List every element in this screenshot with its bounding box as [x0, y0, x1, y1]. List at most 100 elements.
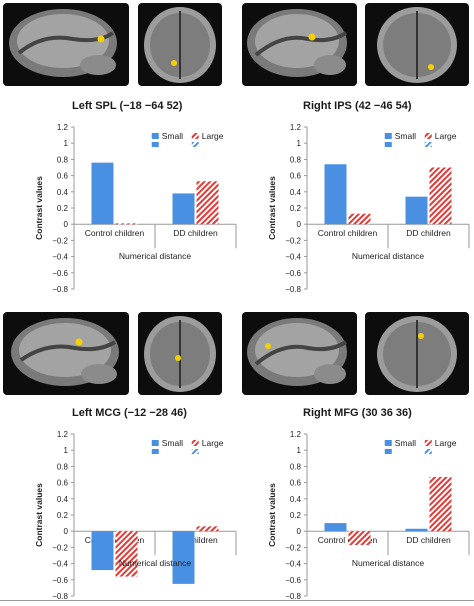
bar-small	[405, 196, 428, 225]
x-category-label: DD children	[406, 535, 451, 545]
y-tick-label: −0.4	[52, 560, 68, 569]
y-tick-label: −0.6	[285, 576, 301, 585]
y-tick-label: 0.4	[57, 495, 69, 504]
bar-small	[91, 162, 114, 225]
bar-large	[348, 213, 371, 225]
bar-small	[324, 164, 347, 225]
y-tick-label: −0.6	[285, 269, 301, 278]
y-tick-label: −0.6	[52, 269, 68, 278]
legend-swatch-small-2	[151, 142, 159, 147]
legend-swatch-large	[424, 440, 432, 446]
x-category-label: DD children	[406, 228, 451, 238]
legend-swatch-small-2	[384, 449, 392, 454]
bar-small	[91, 531, 114, 571]
legend-swatch-large-2	[191, 142, 199, 147]
y-tick-label: 0.2	[57, 511, 69, 520]
brain-sagittal-right-ips	[242, 3, 357, 86]
y-tick-label: 0.8	[57, 462, 69, 471]
legend-label-large: Large	[202, 131, 224, 141]
bar-large	[348, 531, 371, 545]
y-tick-label: 0.8	[57, 155, 69, 164]
legend-swatch-small	[384, 440, 392, 446]
y-tick-label: 0.6	[57, 172, 69, 181]
y-tick-label: 1	[297, 446, 302, 455]
x-axis-label: Numerical distance	[352, 251, 425, 261]
y-tick-label: 0	[64, 220, 69, 229]
y-tick-label: −0.8	[285, 592, 301, 601]
brain-axial-right-mfg	[365, 312, 469, 395]
y-tick-label: −0.4	[285, 253, 301, 262]
y-axis-label: Contrast values	[267, 483, 277, 547]
y-tick-label: 1	[64, 446, 69, 455]
panel-title-right-ips: Right IPS (42 −46 54)	[303, 100, 412, 112]
x-category-label: DD children	[173, 535, 218, 545]
y-tick-label: −0.2	[52, 236, 68, 245]
brain-axial-left-spl	[138, 3, 222, 86]
legend-swatch-large	[424, 133, 432, 139]
x-category-label: Control children	[85, 228, 145, 238]
bar-large	[196, 526, 219, 532]
brain-axial-right-ips	[365, 3, 469, 86]
y-tick-label: 1.2	[57, 430, 69, 439]
legend-label-large: Large	[202, 438, 224, 448]
bar-small	[172, 193, 195, 225]
y-tick-label: 0.6	[290, 172, 302, 181]
legend-label-small: Small	[395, 438, 416, 448]
panel-title-left-spl: Left SPL (−18 −64 52)	[72, 100, 183, 112]
y-tick-label: −0.4	[285, 560, 301, 569]
brain-sagittal-left-mcg	[3, 312, 129, 395]
legend-swatch-large	[191, 440, 199, 446]
y-tick-label: 1.2	[290, 430, 302, 439]
legend-swatch-large	[191, 133, 199, 139]
y-tick-label: 0.4	[290, 495, 302, 504]
y-tick-label: 1.2	[290, 123, 302, 132]
x-axis-label: Numerical distance	[352, 558, 425, 568]
y-tick-label: 0.6	[290, 479, 302, 488]
legend-swatch-large-2	[424, 449, 432, 454]
legend-swatch-small-2	[151, 449, 159, 454]
legend-swatch-small	[151, 133, 159, 139]
y-tick-label: 0.8	[290, 462, 302, 471]
y-axis-label: Contrast values	[267, 176, 277, 240]
y-tick-label: 0.2	[57, 204, 69, 213]
legend-swatch-large-2	[424, 142, 432, 147]
brain-sagittal-left-spl	[3, 3, 129, 86]
figure-bottom-rule	[0, 600, 474, 601]
y-tick-label: −0.8	[52, 592, 68, 601]
brain-axial-left-mcg	[138, 312, 222, 395]
y-tick-label: −0.4	[52, 253, 68, 262]
y-tick-label: 0.2	[290, 204, 302, 213]
legend-label-large: Large	[435, 131, 457, 141]
y-tick-label: 0	[297, 220, 302, 229]
x-category-label: DD children	[173, 228, 218, 238]
legend-label-small: Small	[395, 131, 416, 141]
y-tick-label: 0.6	[57, 479, 69, 488]
y-tick-label: −0.8	[52, 285, 68, 294]
y-tick-label: −0.6	[52, 576, 68, 585]
y-tick-label: 0.4	[57, 188, 69, 197]
legend-swatch-small	[151, 440, 159, 446]
bar-small	[324, 523, 347, 532]
legend-label-large: Large	[435, 438, 457, 448]
bar-large	[429, 167, 452, 225]
bar-large	[196, 181, 219, 225]
bar-large	[429, 476, 452, 532]
x-category-label: Control children	[318, 228, 378, 238]
x-category-label: Control children	[318, 535, 378, 545]
legend-label-small: Small	[162, 131, 183, 141]
y-tick-label: 1.2	[57, 123, 69, 132]
bar-large	[115, 223, 138, 225]
y-axis-label: Contrast values	[34, 483, 44, 547]
x-axis-label: Numerical distance	[119, 558, 192, 568]
bar-small	[405, 528, 428, 532]
y-tick-label: 0.8	[290, 155, 302, 164]
y-tick-label: −0.2	[52, 543, 68, 552]
y-tick-label: 1	[64, 139, 69, 148]
y-tick-label: −0.2	[285, 543, 301, 552]
y-tick-label: −0.2	[285, 236, 301, 245]
y-tick-label: 1	[297, 139, 302, 148]
bar-large	[115, 531, 138, 577]
y-tick-label: 0	[64, 527, 69, 536]
legend-label-small: Small	[162, 438, 183, 448]
